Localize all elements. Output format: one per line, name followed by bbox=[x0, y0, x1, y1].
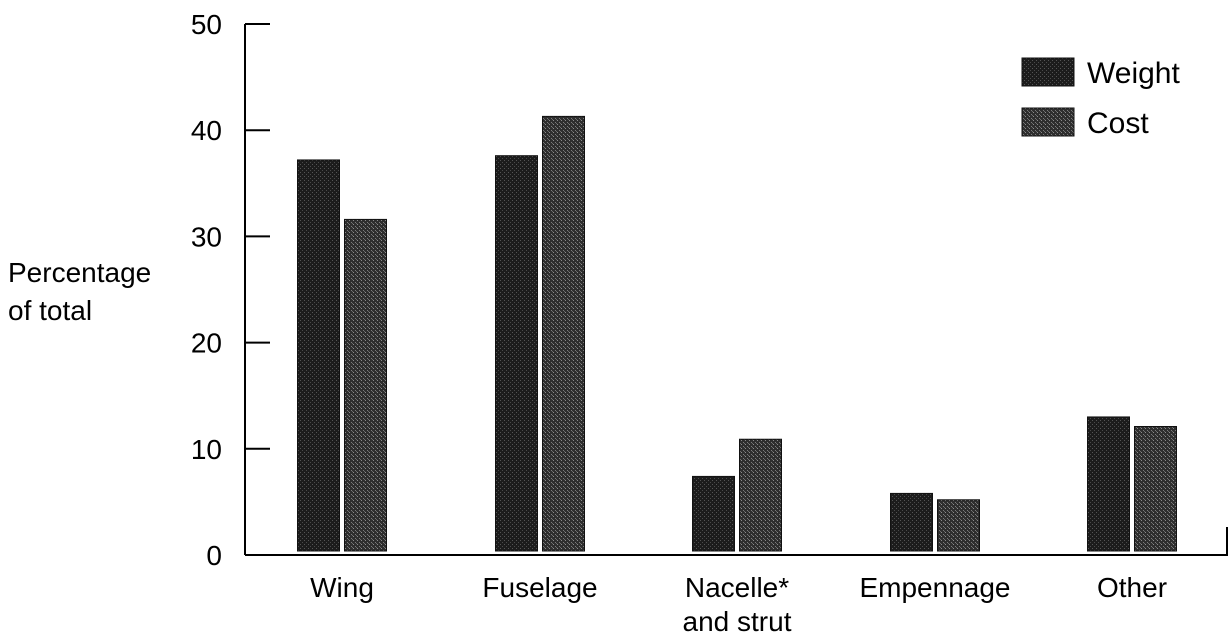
bar-cost-2 bbox=[739, 438, 782, 552]
x-category-label: Empennage bbox=[859, 572, 1010, 603]
legend-swatch-weight bbox=[1021, 57, 1075, 87]
bar-cost-4 bbox=[1134, 425, 1177, 552]
legend-label-weight: Weight bbox=[1087, 57, 1180, 90]
bar-cost-3 bbox=[937, 499, 980, 552]
bar-weight-4 bbox=[1087, 416, 1130, 552]
y-axis-label: Percentage of total bbox=[8, 257, 151, 326]
bar-weight-0 bbox=[297, 159, 340, 552]
y-tick-label: 30 bbox=[191, 221, 222, 252]
x-category-label: Fuselage bbox=[482, 572, 597, 603]
bar-weight-3 bbox=[890, 492, 933, 552]
legend-swatch-cost bbox=[1021, 107, 1075, 137]
x-category-label: and strut bbox=[683, 606, 792, 637]
y-axis-label-line: Percentage bbox=[8, 257, 151, 288]
legend-label-cost: Cost bbox=[1087, 107, 1149, 140]
y-tick-label: 40 bbox=[191, 115, 222, 146]
bars bbox=[297, 115, 1177, 552]
x-category-label: Nacelle* bbox=[685, 572, 789, 603]
x-category-label: Other bbox=[1097, 572, 1167, 603]
bar-weight-2 bbox=[692, 475, 735, 552]
y-tick-label: 50 bbox=[191, 9, 222, 40]
legend: Weight Cost bbox=[1021, 57, 1180, 140]
y-axis-label-line: of total bbox=[8, 295, 92, 326]
y-tick-label: 0 bbox=[206, 540, 222, 571]
x-axis: Wing Fuselage Nacelle*and strut Empennage Ot… bbox=[245, 527, 1228, 637]
y-tick-label: 10 bbox=[191, 434, 222, 465]
y-axis: 0 10 20 30 40 50 bbox=[191, 9, 270, 571]
bar-weight-1 bbox=[495, 155, 538, 552]
y-tick-label: 20 bbox=[191, 328, 222, 359]
bar-cost-1 bbox=[542, 115, 585, 552]
bar-cost-0 bbox=[344, 218, 387, 552]
x-category-label: Wing bbox=[310, 572, 374, 603]
